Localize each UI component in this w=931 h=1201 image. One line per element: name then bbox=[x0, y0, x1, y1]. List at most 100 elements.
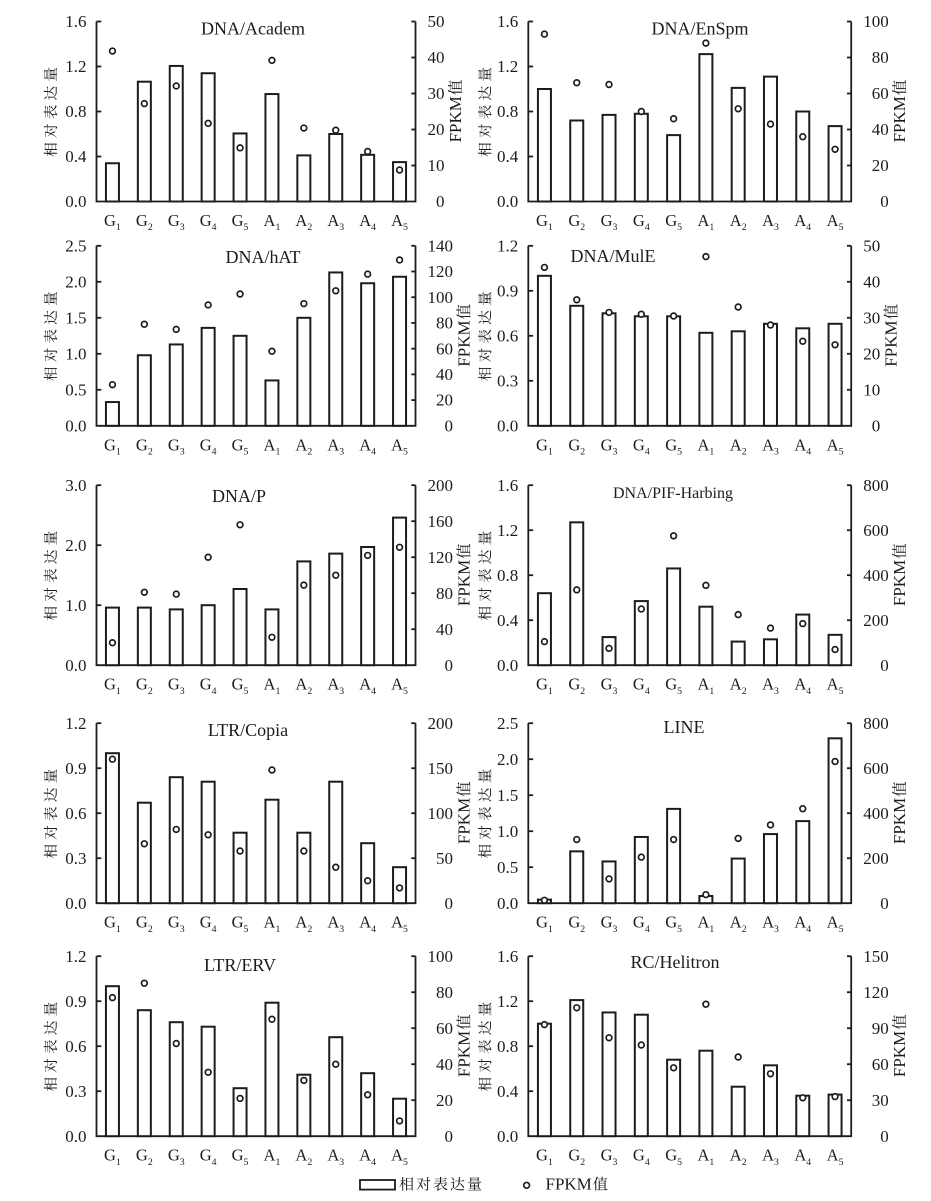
svg-text:0.8: 0.8 bbox=[497, 102, 518, 121]
svg-text:0.0: 0.0 bbox=[65, 416, 86, 435]
svg-text:0: 0 bbox=[880, 894, 889, 913]
svg-text:0.3: 0.3 bbox=[497, 371, 518, 390]
svg-text:1.6: 1.6 bbox=[497, 12, 518, 31]
svg-text:1.6: 1.6 bbox=[497, 947, 518, 966]
svg-text:140: 140 bbox=[428, 236, 454, 255]
svg-text:0.3: 0.3 bbox=[65, 849, 86, 868]
svg-text:2.0: 2.0 bbox=[65, 536, 86, 555]
svg-text:FPKM: FPKM bbox=[546, 1175, 592, 1194]
svg-text:0.4: 0.4 bbox=[65, 147, 87, 166]
svg-text:0: 0 bbox=[445, 416, 454, 435]
svg-text:160: 160 bbox=[428, 512, 454, 531]
svg-text:0.0: 0.0 bbox=[65, 894, 86, 913]
svg-text:0: 0 bbox=[445, 894, 454, 913]
svg-text:1.2: 1.2 bbox=[497, 57, 518, 76]
svg-text:FPKM: FPKM bbox=[446, 96, 465, 142]
svg-text:0.0: 0.0 bbox=[497, 416, 518, 435]
svg-text:0: 0 bbox=[445, 656, 454, 675]
svg-text:RC/Helitron: RC/Helitron bbox=[631, 952, 720, 972]
svg-text:LTR/Copia: LTR/Copia bbox=[208, 720, 288, 740]
svg-text:0.0: 0.0 bbox=[65, 656, 86, 675]
svg-text:20: 20 bbox=[872, 156, 889, 175]
svg-text:2.5: 2.5 bbox=[65, 236, 86, 255]
svg-text:100: 100 bbox=[428, 288, 454, 307]
svg-text:100: 100 bbox=[428, 947, 454, 966]
svg-text:DNA/hAT: DNA/hAT bbox=[226, 247, 301, 267]
svg-text:1.2: 1.2 bbox=[65, 57, 86, 76]
svg-text:400: 400 bbox=[863, 804, 889, 823]
svg-text:200: 200 bbox=[428, 476, 454, 495]
svg-text:20: 20 bbox=[863, 344, 880, 363]
svg-text:1.5: 1.5 bbox=[497, 786, 518, 805]
svg-text:120: 120 bbox=[428, 548, 454, 567]
svg-text:600: 600 bbox=[863, 521, 889, 540]
svg-text:100: 100 bbox=[863, 12, 889, 31]
svg-text:2.0: 2.0 bbox=[65, 272, 86, 291]
svg-text:1.2: 1.2 bbox=[497, 236, 518, 255]
svg-text:1.0: 1.0 bbox=[65, 344, 86, 363]
svg-text:3.0: 3.0 bbox=[65, 476, 86, 495]
svg-text:LINE: LINE bbox=[664, 717, 705, 737]
svg-text:2.5: 2.5 bbox=[497, 714, 518, 733]
svg-text:1.2: 1.2 bbox=[497, 521, 518, 540]
svg-text:FPKM: FPKM bbox=[890, 96, 909, 142]
svg-text:0.4: 0.4 bbox=[497, 611, 519, 630]
svg-text:60: 60 bbox=[872, 1055, 889, 1074]
svg-text:DNA/P: DNA/P bbox=[212, 486, 266, 506]
svg-text:60: 60 bbox=[436, 339, 453, 358]
svg-text:400: 400 bbox=[863, 566, 889, 585]
svg-text:LTR/ERV: LTR/ERV bbox=[204, 955, 276, 975]
svg-text:FPKM: FPKM bbox=[455, 798, 474, 844]
svg-text:DNA/Academ: DNA/Academ bbox=[201, 19, 305, 39]
svg-text:0.0: 0.0 bbox=[497, 1127, 518, 1146]
svg-text:0.0: 0.0 bbox=[497, 894, 518, 913]
svg-text:FPKM: FPKM bbox=[455, 320, 474, 366]
svg-text:0: 0 bbox=[880, 192, 889, 211]
svg-text:10: 10 bbox=[428, 156, 445, 175]
svg-text:100: 100 bbox=[428, 804, 454, 823]
svg-text:FPKM: FPKM bbox=[455, 560, 474, 606]
svg-text:0.9: 0.9 bbox=[497, 281, 518, 300]
svg-text:800: 800 bbox=[863, 476, 889, 495]
svg-text:60: 60 bbox=[436, 1019, 453, 1038]
svg-text:40: 40 bbox=[436, 1055, 453, 1074]
svg-text:1.2: 1.2 bbox=[65, 714, 86, 733]
svg-text:200: 200 bbox=[863, 611, 889, 630]
svg-text:DNA/MulE: DNA/MulE bbox=[571, 246, 656, 266]
svg-text:80: 80 bbox=[436, 983, 453, 1002]
svg-text:0.9: 0.9 bbox=[65, 759, 86, 778]
svg-text:1.0: 1.0 bbox=[65, 596, 86, 615]
svg-text:1.0: 1.0 bbox=[497, 822, 518, 841]
svg-text:200: 200 bbox=[428, 714, 454, 733]
svg-text:0: 0 bbox=[445, 1127, 454, 1146]
svg-text:0.6: 0.6 bbox=[65, 804, 86, 823]
svg-text:20: 20 bbox=[428, 120, 445, 139]
svg-text:80: 80 bbox=[436, 314, 453, 333]
svg-text:40: 40 bbox=[436, 620, 453, 639]
svg-text:1.2: 1.2 bbox=[65, 947, 86, 966]
svg-text:0.0: 0.0 bbox=[65, 192, 86, 211]
svg-text:0.4: 0.4 bbox=[497, 147, 519, 166]
svg-text:1.6: 1.6 bbox=[497, 476, 518, 495]
svg-text:FPKM: FPKM bbox=[890, 798, 909, 844]
svg-text:120: 120 bbox=[863, 983, 889, 1002]
svg-text:800: 800 bbox=[863, 714, 889, 733]
svg-text:0.8: 0.8 bbox=[497, 566, 518, 585]
svg-text:10: 10 bbox=[863, 380, 880, 399]
svg-text:2.0: 2.0 bbox=[497, 750, 518, 769]
svg-text:200: 200 bbox=[863, 849, 889, 868]
svg-text:1.5: 1.5 bbox=[65, 308, 86, 327]
svg-text:0.6: 0.6 bbox=[65, 1037, 86, 1056]
svg-text:DNA/EnSpm: DNA/EnSpm bbox=[651, 19, 748, 39]
svg-text:DNA/PIF-Harbing: DNA/PIF-Harbing bbox=[613, 485, 733, 502]
svg-text:0.9: 0.9 bbox=[65, 992, 86, 1011]
svg-text:50: 50 bbox=[863, 236, 880, 255]
svg-text:FPKM: FPKM bbox=[890, 1031, 909, 1077]
svg-text:0.5: 0.5 bbox=[497, 858, 518, 877]
svg-text:0.6: 0.6 bbox=[497, 326, 518, 345]
svg-text:20: 20 bbox=[436, 391, 453, 410]
svg-text:0.8: 0.8 bbox=[497, 1037, 518, 1056]
svg-text:80: 80 bbox=[872, 48, 889, 67]
svg-text:0: 0 bbox=[880, 1127, 889, 1146]
svg-text:40: 40 bbox=[436, 365, 453, 384]
